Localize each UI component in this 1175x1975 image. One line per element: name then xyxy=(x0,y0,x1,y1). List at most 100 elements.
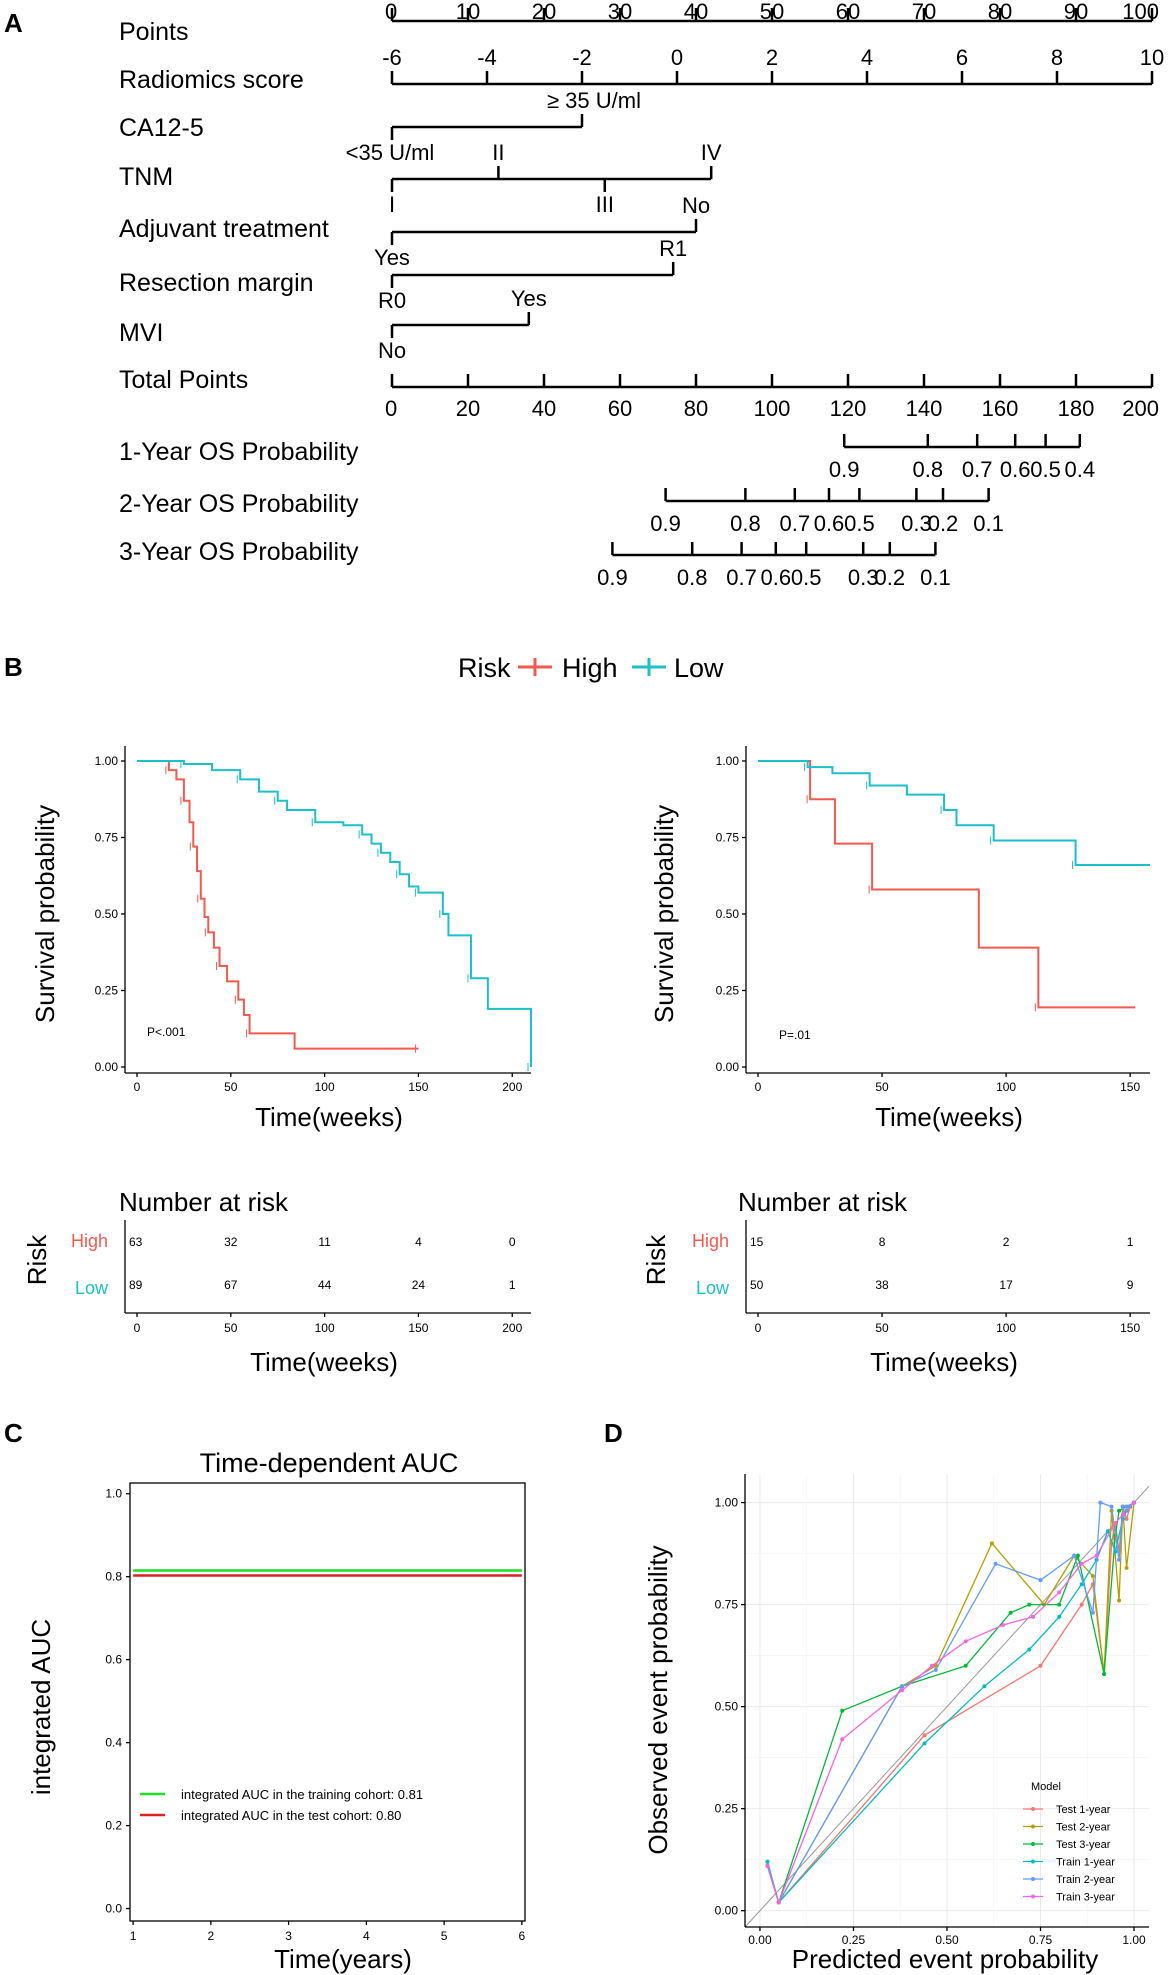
calibration-point xyxy=(930,1663,935,1668)
y-axis-title: integrated AUC xyxy=(26,1619,56,1795)
km-curve-high xyxy=(758,760,1136,1009)
nomogram-tick-label: -6 xyxy=(382,45,402,70)
nomogram-row-label: Radiomics score xyxy=(119,66,304,94)
auc-legend-label: integrated AUC in the test cohort: 0.80 xyxy=(181,1808,401,1823)
nomogram-tick-label: 60 xyxy=(836,0,860,24)
y-axis-title: Observed event probability xyxy=(643,1545,673,1854)
nomogram-tick-label: III xyxy=(596,192,614,217)
risk-count-low: 44 xyxy=(318,1278,332,1292)
nomogram-row-label: Points xyxy=(119,18,188,46)
risk-count-high: 1 xyxy=(1127,1235,1134,1249)
calibration-point xyxy=(1113,1520,1118,1525)
risk-count-high: 63 xyxy=(129,1235,143,1249)
panel-label-b: B xyxy=(4,652,23,682)
calibration-point xyxy=(1008,1610,1013,1615)
calibration-point xyxy=(840,1737,845,1742)
nomogram-tick-label: 50 xyxy=(760,0,784,24)
y-tick-label: 0.00 xyxy=(715,1904,739,1918)
nomogram-tick-label: 0.7 xyxy=(962,457,993,482)
calibration-legend-point-icon xyxy=(1031,1894,1035,1899)
risk-x-tick-label: 100 xyxy=(996,1321,1016,1335)
x-tick-label: 50 xyxy=(875,1080,889,1094)
risk-x-tick-label: 50 xyxy=(875,1321,889,1335)
calibration-point xyxy=(1113,1549,1118,1554)
nomogram-tick-label: 0.7 xyxy=(726,565,757,590)
calibration-point xyxy=(963,1639,968,1644)
x-tick-label: 1.00 xyxy=(1122,1933,1146,1947)
y-tick-label: 0.75 xyxy=(715,1598,739,1612)
km-plot-test: 0.00 0.25 0.50 0.75 1.00 0 50 100 150 P=.01 Time(w… xyxy=(649,746,1150,1132)
nomogram-tick-label: 100 xyxy=(754,396,791,421)
calibration-legend-point-icon xyxy=(1031,1807,1035,1811)
calibration-line xyxy=(766,1502,1135,1905)
panel-label-c: C xyxy=(4,1418,23,1448)
nomogram-tick-label: 10 xyxy=(1140,45,1164,70)
calibration-legend-label: Train 1-year xyxy=(1056,1857,1115,1869)
x-tick-label: 0.50 xyxy=(935,1933,959,1947)
nomogram-tick-label: 0.2 xyxy=(928,511,959,536)
calibration-legend-point-icon xyxy=(1031,1877,1035,1881)
legend-low-key-icon xyxy=(632,658,666,676)
nomogram-tick-label: -4 xyxy=(477,45,497,70)
risk-count-low: 67 xyxy=(224,1278,238,1292)
calibration-point xyxy=(1117,1508,1122,1513)
nomogram-tick-label: 0.5 xyxy=(791,565,822,590)
nomogram-row-label: 3-Year OS Probability xyxy=(119,538,359,566)
risk-count-high: 11 xyxy=(318,1235,331,1249)
x-axis-title: Time(weeks) xyxy=(255,1102,403,1132)
risk-table-title: Number at risk xyxy=(119,1187,289,1217)
calibration-legend-point-icon xyxy=(1031,1842,1035,1846)
auc-title: Time-dependent AUC xyxy=(200,1448,459,1478)
nomogram-tick-label: 60 xyxy=(608,396,632,421)
calibration-point xyxy=(840,1708,845,1713)
y-tick-label: 0.8 xyxy=(105,1570,122,1584)
risk-row-low-label: Low xyxy=(75,1278,109,1298)
x-tick-label: 0.75 xyxy=(1029,1933,1053,1947)
calibration-point xyxy=(1102,1671,1107,1676)
calibration-point xyxy=(922,1733,927,1738)
calibration-point xyxy=(776,1900,781,1905)
nomogram-tick-label: 0 xyxy=(671,45,683,70)
calibration-point xyxy=(1124,1516,1129,1521)
nomogram-tick-label: 0.9 xyxy=(829,457,860,482)
calibration-point xyxy=(922,1741,927,1746)
nomogram-tick-label: 4 xyxy=(861,45,873,70)
nomogram-tick-label: 0.1 xyxy=(973,511,1004,536)
risk-x-tick-label: 150 xyxy=(408,1321,428,1335)
nomogram-tick-label: 0.4 xyxy=(1065,457,1096,482)
risk-axis-title: Risk xyxy=(22,1234,52,1286)
y-tick-label: 0.25 xyxy=(715,1802,739,1816)
x-tick-label: 1 xyxy=(130,1929,137,1943)
nomogram-tick-label: ≥ 35 U/ml xyxy=(547,88,641,113)
nomogram-tick-label: 0.8 xyxy=(913,457,944,482)
auc-plot-frame xyxy=(129,1482,526,1922)
y-axis-title: Survival probability xyxy=(30,805,60,1023)
nomogram-tick-label: 160 xyxy=(982,396,1019,421)
calibration-line xyxy=(766,1501,1135,1905)
x-tick-label: 50 xyxy=(224,1080,238,1094)
y-tick-label: 0.4 xyxy=(105,1736,122,1750)
risk-row-high-label: High xyxy=(692,1231,729,1251)
nomogram-tick-label: 0.6 xyxy=(761,565,792,590)
calibration-point xyxy=(1079,1561,1084,1566)
calibration-point xyxy=(1038,1578,1043,1583)
y-tick-label: 0.25 xyxy=(95,984,119,998)
nomogram-tick-label: 0.3 xyxy=(848,565,879,590)
calibration-point xyxy=(1132,1500,1137,1505)
calibration-point xyxy=(1075,1553,1080,1558)
nomogram-tick-label: Yes xyxy=(511,286,547,311)
risk-count-low: 38 xyxy=(875,1278,889,1292)
calibration-legend-label: Test 2-year xyxy=(1056,1822,1111,1834)
risk-count-high: 4 xyxy=(415,1235,422,1249)
calibration-point xyxy=(1090,1574,1095,1579)
calibration-point xyxy=(765,1859,770,1864)
nomogram-tick-label: 0.6 xyxy=(814,511,845,536)
risk-count-low: 50 xyxy=(750,1278,764,1292)
calibration-point xyxy=(1057,1590,1062,1595)
nomogram-tick-label: 120 xyxy=(830,396,867,421)
x-tick-label: 100 xyxy=(996,1080,1016,1094)
nomogram-tick-label: 0 xyxy=(385,396,397,421)
nomogram-tick-label: 0.6 xyxy=(1000,457,1031,482)
